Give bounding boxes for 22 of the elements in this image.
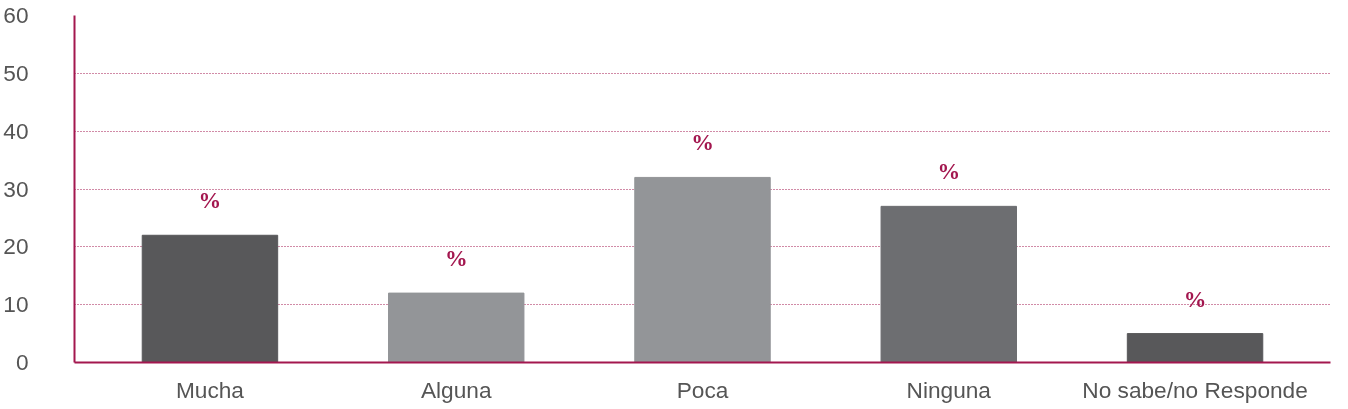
y-tick-label: 30: [3, 175, 29, 202]
y-tick-label: 10: [3, 291, 29, 318]
bar: [388, 292, 525, 363]
bar: [634, 176, 771, 363]
x-tick-label: Poca: [676, 376, 729, 403]
x-tick-label: No sabe/no Responde: [1082, 376, 1308, 403]
bar: [141, 234, 279, 363]
bar: [1126, 333, 1264, 363]
data-label: %: [444, 246, 468, 272]
x-tick-label: Ninguna: [906, 376, 992, 403]
y-tick-label: 20: [3, 233, 29, 260]
y-tick-label: 60: [3, 2, 29, 28]
y-tick-label: 50: [3, 59, 29, 86]
y-tick-label: 0: [15, 349, 29, 375]
x-tick-label: Mucha: [175, 376, 245, 403]
data-label: %: [937, 159, 961, 185]
y-tick-label: 40: [3, 117, 29, 144]
bar: [880, 205, 1017, 363]
data-label: %: [691, 130, 714, 156]
x-tick-label: Alguna: [420, 376, 492, 403]
data-label: %: [1183, 286, 1207, 312]
data-label: %: [198, 188, 222, 214]
